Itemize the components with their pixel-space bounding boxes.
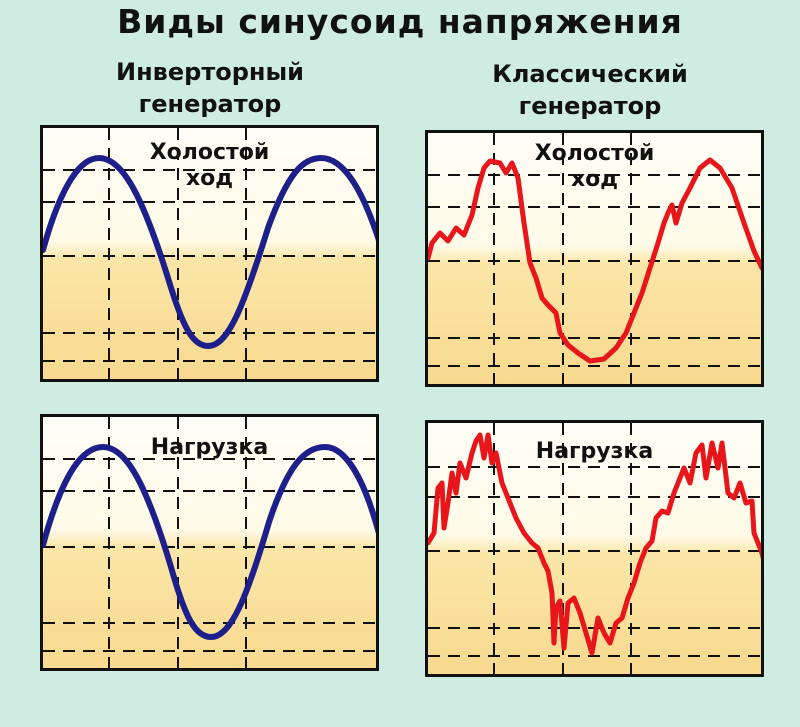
label-idle: Холостой ход [149, 140, 270, 191]
grid-lines [43, 128, 376, 379]
sine-wave-inverter-load [43, 443, 376, 641]
label-load: Нагрузка [535, 439, 654, 464]
panel-inverter-load: Нагрузка [40, 414, 379, 671]
diagram-title: Виды синусоид напряжения [117, 2, 683, 41]
label-idle: Холостой ход [534, 141, 655, 192]
oscillogram-inverter-load [43, 417, 376, 668]
panel-classic-idle: Холостой ход [425, 130, 764, 387]
panel-inverter-idle: Холостой ход [40, 125, 379, 382]
label-load: Нагрузка [150, 435, 269, 460]
column-header-inverter: Инверторный генератор [116, 58, 304, 118]
grid-lines [43, 417, 376, 668]
sine-wave-inverter-idle [43, 154, 376, 350]
grid-lines [428, 133, 761, 384]
distorted-wave-classic-idle [428, 157, 761, 364]
oscillogram-classic-load [428, 423, 761, 674]
oscillogram-inverter-idle [43, 128, 376, 379]
panel-classic-load: Нагрузка [425, 420, 764, 677]
distorted-wave-classic-load [428, 432, 761, 656]
oscillogram-classic-idle [428, 133, 761, 384]
column-header-classic: Классический генератор [492, 60, 688, 120]
